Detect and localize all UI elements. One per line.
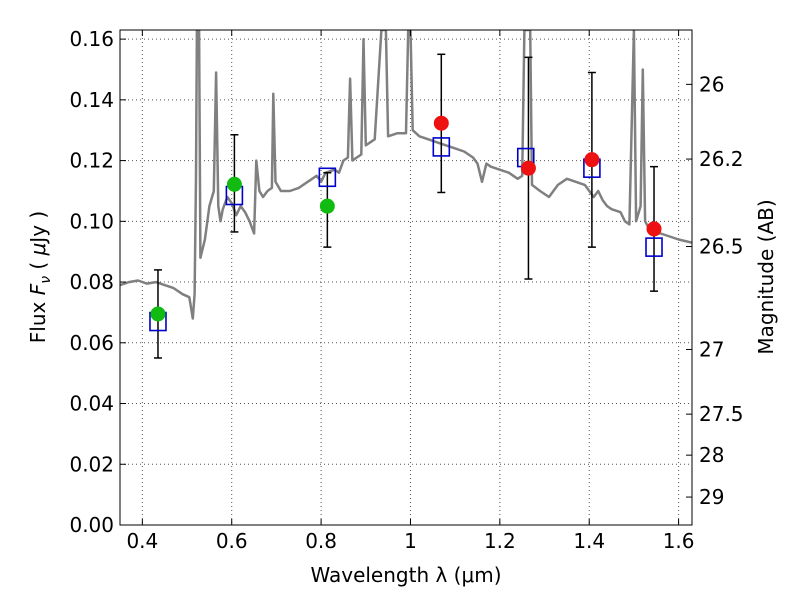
observed-point bbox=[584, 152, 600, 168]
x-tick-label: 1 bbox=[404, 529, 417, 553]
x-tick-label: 0.6 bbox=[216, 529, 248, 553]
y-label-var: F bbox=[26, 283, 50, 295]
right-tick-label: 29 bbox=[699, 485, 724, 509]
y-label-mu: μ bbox=[26, 243, 50, 257]
model-point bbox=[432, 137, 451, 157]
right-tick-label: 26 bbox=[699, 72, 724, 96]
observed-point bbox=[433, 115, 449, 131]
x-axis-label: Wavelength λ (μm) bbox=[310, 563, 501, 587]
ticks: 0.4 0.6 0.8 1 1.2 1.4 1.6 0.00 0.02 0.04 0.06 0.08 0… bbox=[69, 27, 743, 553]
spectrum-line bbox=[120, 30, 692, 320]
observed-point bbox=[520, 160, 536, 176]
x-tick-label: 1.2 bbox=[484, 529, 516, 553]
y-tick-label: 0.14 bbox=[69, 88, 114, 112]
y-tick-label: 0.02 bbox=[69, 452, 114, 476]
model-point bbox=[645, 237, 663, 257]
y-tick-label: 0.10 bbox=[69, 209, 114, 233]
observed-point bbox=[646, 221, 662, 237]
y-tick-label: 0.08 bbox=[69, 270, 114, 294]
right-tick-label: 27 bbox=[699, 337, 724, 361]
y-tick-label: 0.06 bbox=[69, 331, 114, 355]
plot-frame bbox=[119, 29, 693, 526]
right-tick-label: 27.5 bbox=[699, 402, 744, 426]
observed-point bbox=[319, 198, 335, 214]
right-tick-label: 26.2 bbox=[699, 147, 744, 171]
observed-point bbox=[226, 176, 242, 192]
observed-photometry bbox=[150, 115, 662, 322]
y-tick-label: 0.16 bbox=[69, 27, 114, 51]
x-tick-label: 1.6 bbox=[663, 529, 695, 553]
model-spectrum bbox=[120, 30, 692, 320]
x-tick-label: 0.8 bbox=[305, 529, 337, 553]
y-axis-label-left: Flux Fν ( μJy ) bbox=[26, 211, 54, 343]
y-tick-label: 0.00 bbox=[69, 513, 114, 537]
y-label-prefix: Flux bbox=[26, 295, 50, 343]
y-tick-label: 0.04 bbox=[69, 392, 114, 416]
observed-point bbox=[150, 306, 166, 322]
y-label-unit: Jy ) bbox=[26, 211, 50, 245]
x-tick-label: 1.4 bbox=[573, 529, 605, 553]
right-tick-label: 28 bbox=[699, 443, 724, 467]
right-tick-label: 26.5 bbox=[699, 235, 744, 259]
y-label-sub: ν bbox=[38, 276, 54, 284]
x-tick-label: 0.4 bbox=[126, 529, 158, 553]
y-tick-label: 0.12 bbox=[69, 149, 114, 173]
y-label-open: ( bbox=[26, 255, 50, 276]
y-axis-label-right: Magnitude (AB) bbox=[754, 199, 778, 354]
model-point bbox=[318, 167, 337, 188]
